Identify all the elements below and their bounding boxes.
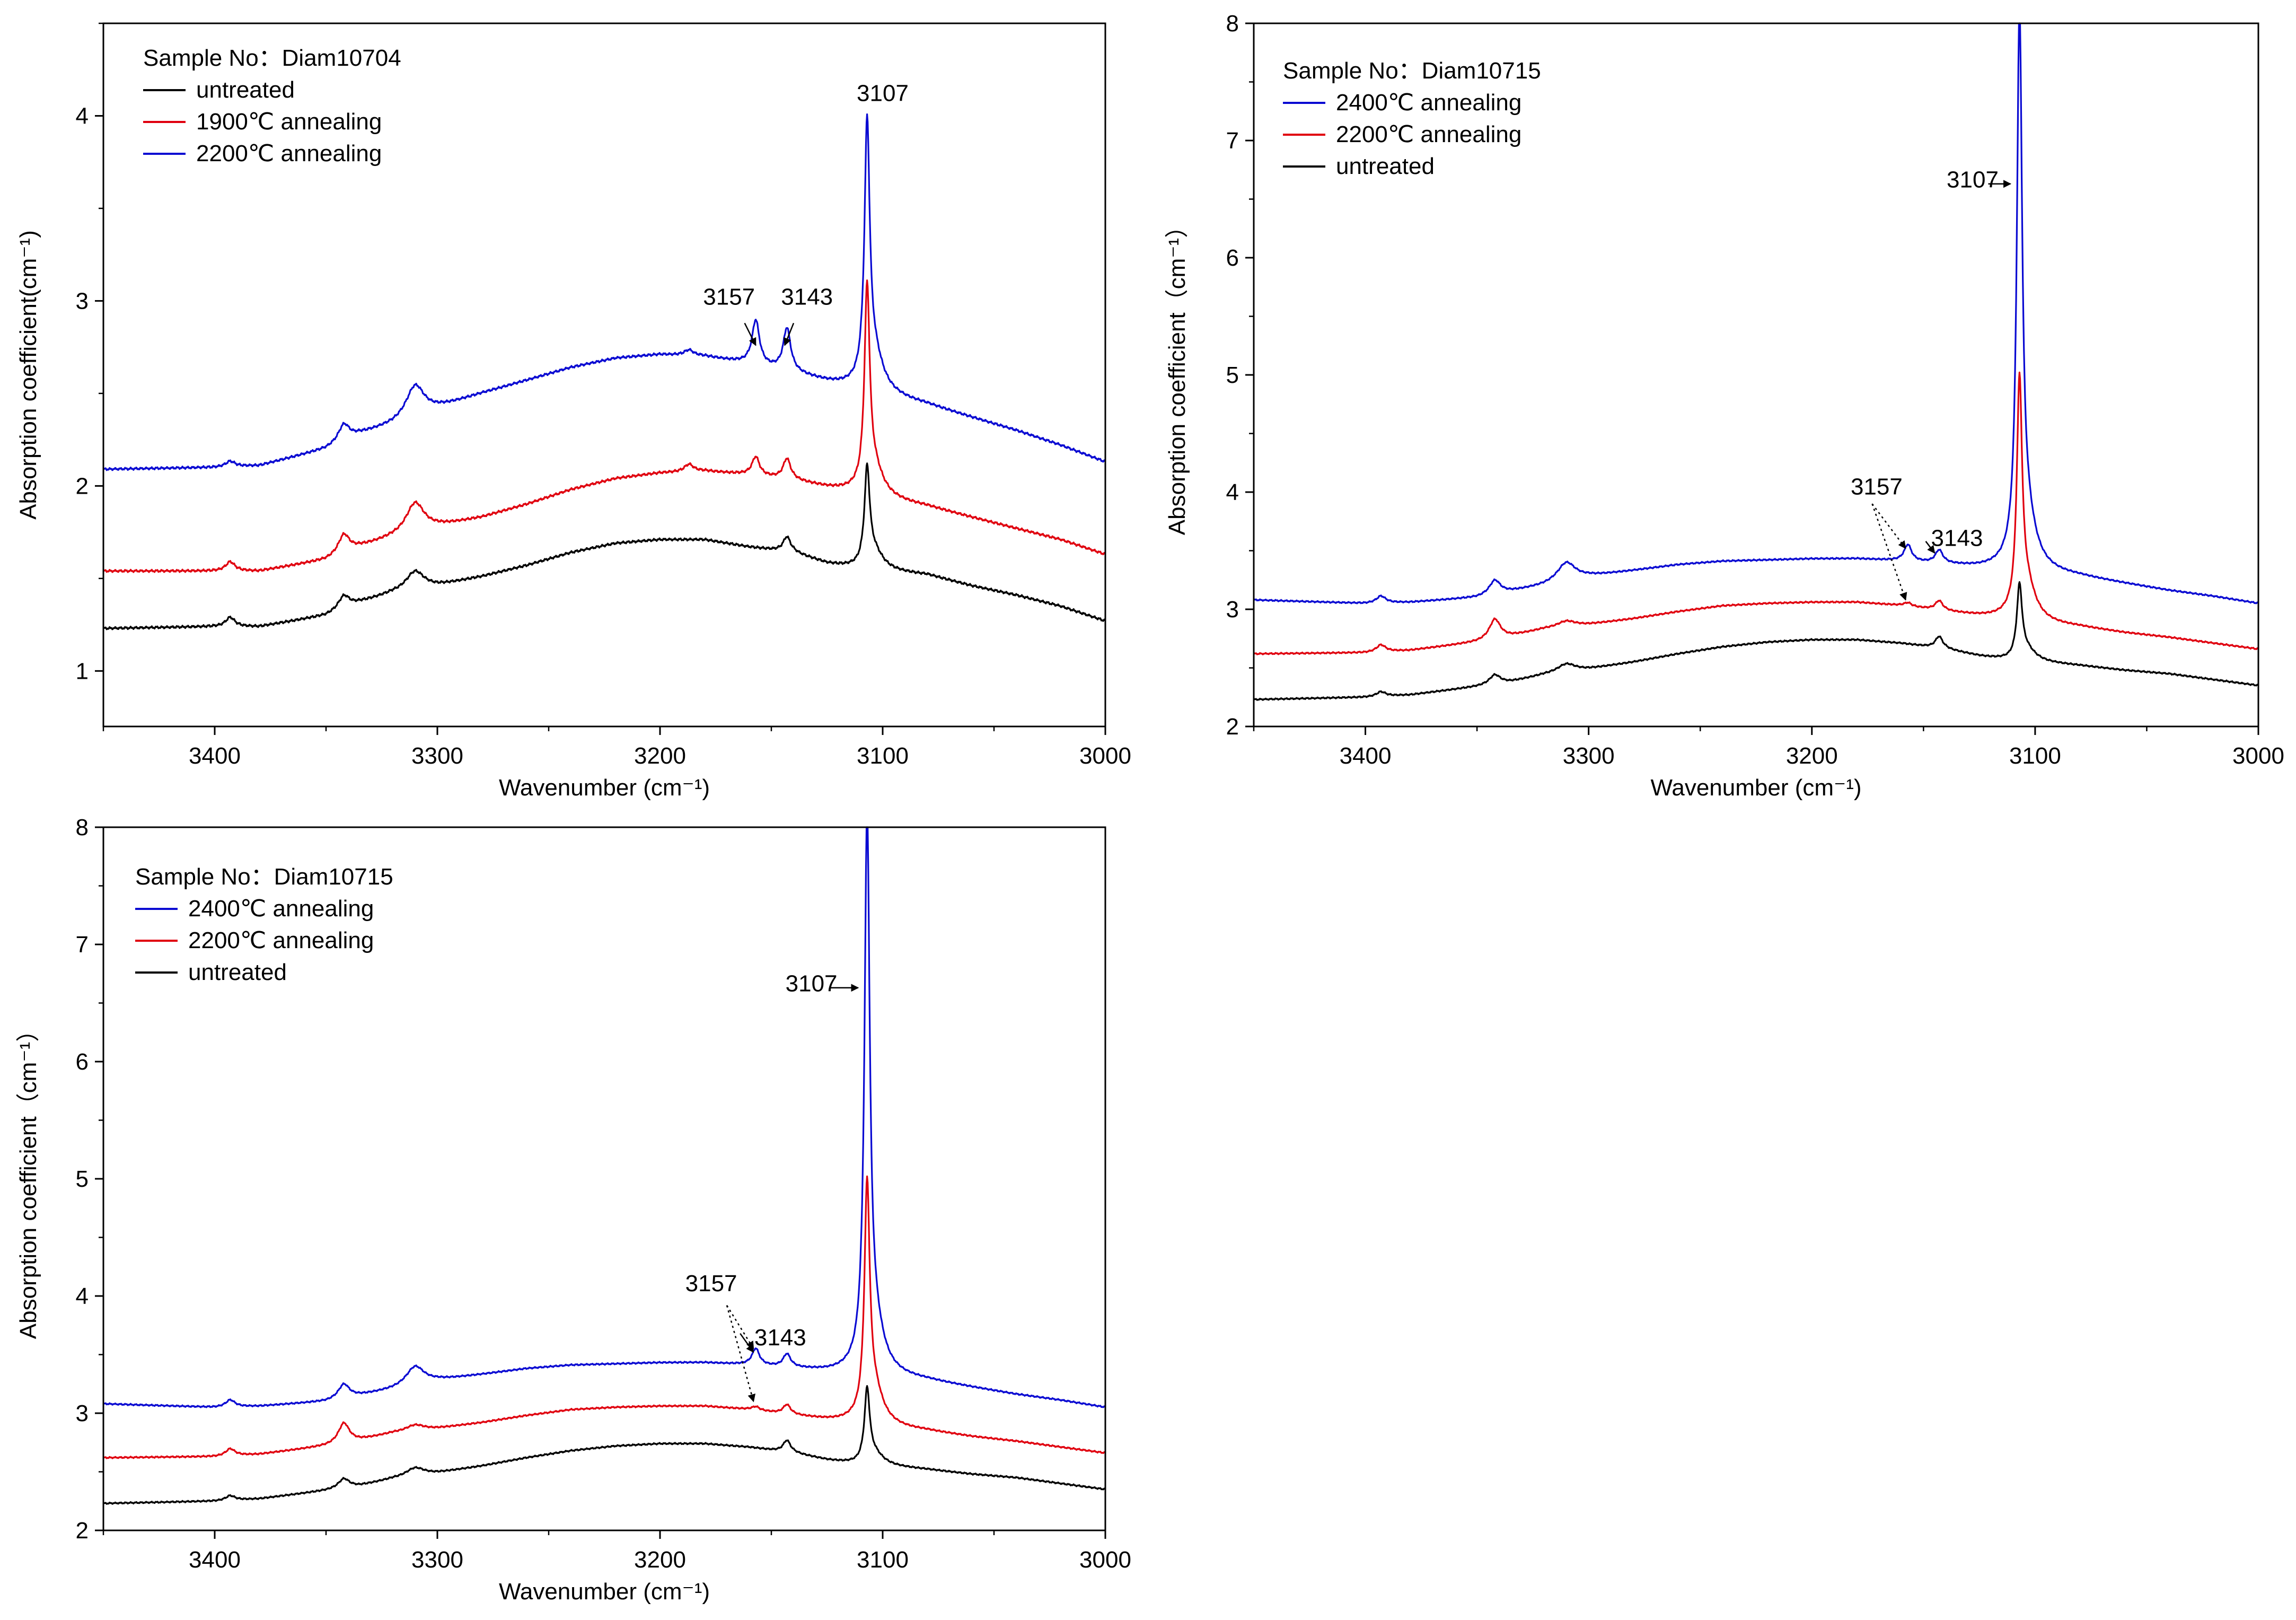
y-axis-title: Absorption coefficient（cm⁻¹） bbox=[15, 1019, 41, 1339]
peak-label: 3107 bbox=[786, 970, 838, 996]
series-line-untreated bbox=[102, 462, 1106, 631]
x-tick-label: 3200 bbox=[634, 743, 686, 769]
panel-p1: 3400 3300 3200 3100 3000 1 2 3 4 Wavenumber (cm⁻¹… bbox=[15, 22, 1131, 801]
series-line-1900-annealing bbox=[102, 279, 1106, 573]
y-tick-label: 3 bbox=[76, 288, 89, 314]
series-line-untreated bbox=[1253, 581, 2259, 701]
y-tick-label: 4 bbox=[76, 103, 89, 129]
y-tick-label: 3 bbox=[76, 1400, 89, 1426]
x-tick-label: 3000 bbox=[1079, 1547, 1131, 1573]
y-axis-title: Absorption coefficient（cm⁻¹） bbox=[1164, 215, 1190, 535]
x-tick-label: 3400 bbox=[1340, 743, 1392, 769]
y-tick-label: 6 bbox=[1226, 245, 1239, 271]
peak-leader-dotted bbox=[726, 1305, 756, 1403]
peak-leader-dotted bbox=[726, 1305, 754, 1350]
peak-label: 3157 bbox=[703, 284, 755, 310]
x-tick-label: 3100 bbox=[857, 743, 909, 769]
x-tick-label: 3300 bbox=[411, 1547, 463, 1573]
series-line-2400-annealing bbox=[102, 826, 1106, 1408]
legend-entry: 2200℃ annealing bbox=[188, 927, 374, 953]
y-tick-label: 7 bbox=[76, 932, 89, 958]
x-tick-label: 3400 bbox=[189, 743, 241, 769]
series-line-2400-annealing bbox=[1253, 22, 2259, 605]
y-tick-label: 4 bbox=[76, 1283, 89, 1309]
peak-leader-dotted bbox=[1871, 503, 1906, 549]
y-tick-label: 7 bbox=[1226, 128, 1239, 154]
y-tick-label: 2 bbox=[1226, 714, 1239, 740]
peak-arrow bbox=[784, 322, 795, 346]
sample-label: Sample No：Diam10715 bbox=[1283, 58, 1541, 84]
y-tick-label: 6 bbox=[76, 1049, 89, 1075]
x-tick-label: 3300 bbox=[411, 743, 463, 769]
x-tick-label: 3100 bbox=[2009, 743, 2061, 769]
x-tick-label: 3400 bbox=[189, 1547, 241, 1573]
sample-label: Sample No：Diam10704 bbox=[143, 45, 401, 71]
peak-leader-dotted bbox=[1871, 503, 1907, 601]
x-tick-label: 3000 bbox=[2232, 743, 2284, 769]
peak-label: 3107 bbox=[857, 81, 909, 107]
x-axis-title: Wavenumber (cm⁻¹) bbox=[499, 1579, 710, 1605]
legend-entry: 2200℃ annealing bbox=[196, 141, 382, 167]
legend-entry: 2400℃ annealing bbox=[1336, 90, 1521, 116]
legend-entry: 2400℃ annealing bbox=[188, 896, 374, 922]
sample-label: Sample No：Diam10715 bbox=[135, 864, 393, 890]
x-tick-label: 3200 bbox=[634, 1547, 686, 1573]
panel-p2: 3400 3300 3200 3100 3000 2 3 4 5 6 7 8 Wavenumber (c… bbox=[1164, 11, 2284, 801]
x-axis-title: Wavenumber (cm⁻¹) bbox=[1650, 775, 1861, 801]
peak-label: 3143 bbox=[1931, 526, 1983, 551]
panel-p3: 3400 3300 3200 3100 3000 2 3 4 5 6 7 8 Wavenumber (c… bbox=[15, 815, 1131, 1605]
peak-label: 3143 bbox=[754, 1325, 806, 1351]
legend-entry: 2200℃ annealing bbox=[1336, 121, 1521, 147]
peak-label: 3143 bbox=[781, 284, 833, 310]
x-tick-label: 3000 bbox=[1079, 743, 1131, 769]
y-axis-title: Absorption coefficient(cm⁻¹) bbox=[15, 230, 41, 520]
series-line-untreated bbox=[102, 1385, 1106, 1505]
legend-entry: untreated bbox=[196, 77, 295, 103]
y-tick-label: 8 bbox=[1226, 11, 1239, 37]
series-line-2200-annealing bbox=[102, 1175, 1106, 1459]
y-tick-label: 1 bbox=[76, 658, 89, 684]
peak-arrow bbox=[744, 322, 756, 346]
y-tick-label: 2 bbox=[76, 473, 89, 499]
y-tick-label: 4 bbox=[1226, 479, 1239, 505]
x-tick-label: 3100 bbox=[857, 1547, 909, 1573]
x-tick-label: 3300 bbox=[1563, 743, 1615, 769]
y-tick-label: 8 bbox=[76, 815, 89, 840]
y-tick-label: 5 bbox=[76, 1166, 89, 1192]
plot-frame bbox=[102, 22, 1106, 728]
series-line-2200-annealing bbox=[1253, 371, 2259, 655]
peak-arrow bbox=[740, 1333, 754, 1353]
y-tick-label: 2 bbox=[76, 1518, 89, 1544]
x-axis-title: Wavenumber (cm⁻¹) bbox=[499, 775, 710, 801]
legend-entry: untreated bbox=[1336, 153, 1435, 179]
x-tick-label: 3200 bbox=[1786, 743, 1838, 769]
peak-label: 3157 bbox=[685, 1271, 737, 1297]
series-line-2200-annealing bbox=[102, 113, 1106, 471]
legend-entry: untreated bbox=[188, 959, 287, 985]
peak-arrow bbox=[1925, 541, 1936, 554]
peak-label: 3157 bbox=[1851, 474, 1903, 500]
y-tick-label: 5 bbox=[1226, 362, 1239, 388]
peak-label: 3107 bbox=[1947, 167, 1999, 192]
y-tick-label: 3 bbox=[1226, 597, 1239, 623]
legend-entry: 1900℃ annealing bbox=[196, 109, 382, 135]
